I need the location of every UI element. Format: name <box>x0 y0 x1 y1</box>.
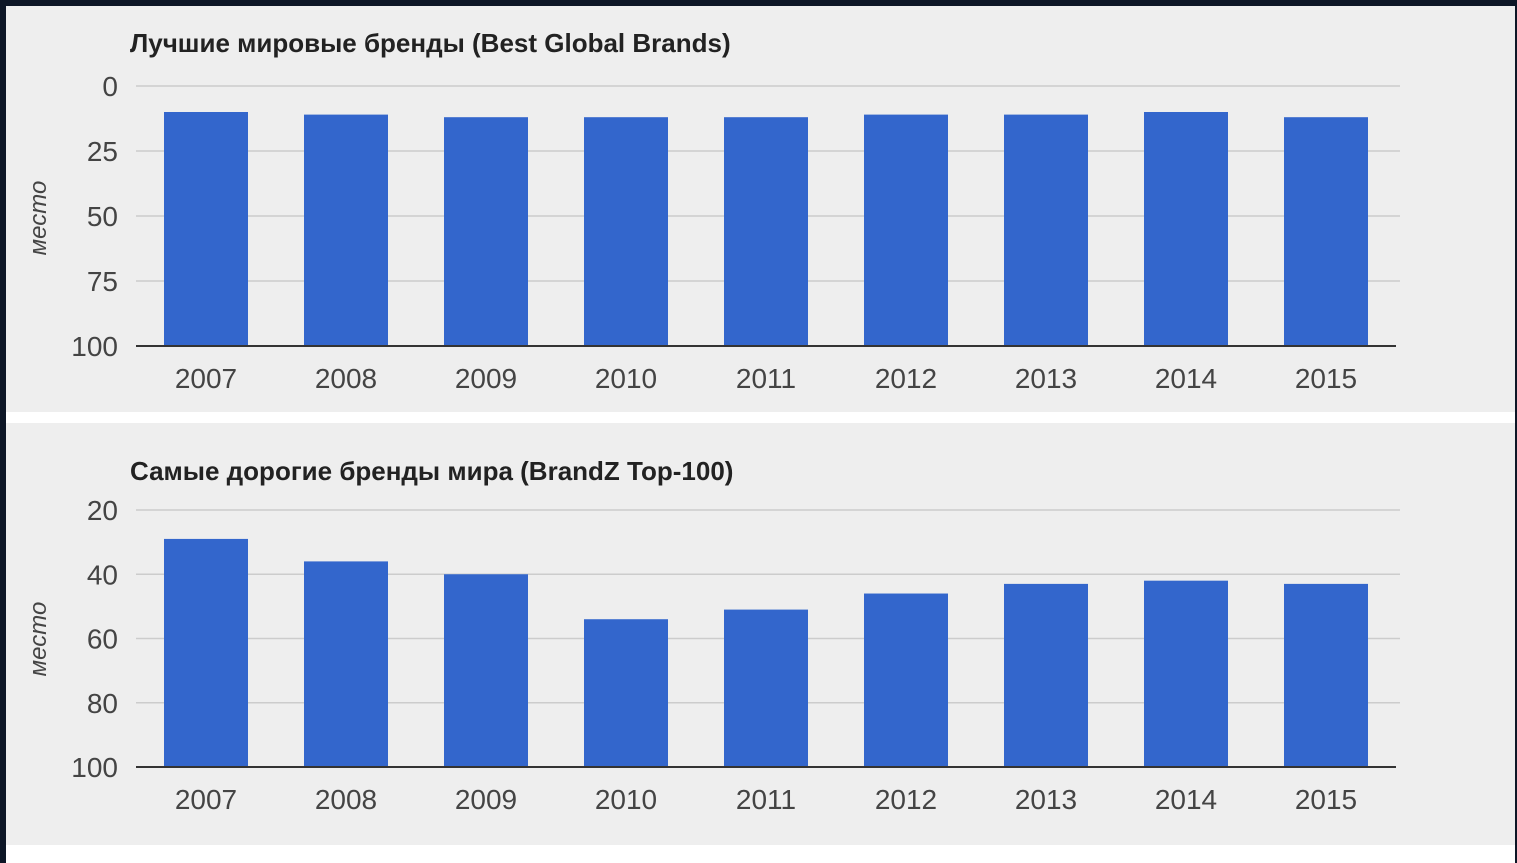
y-tick-label: 100 <box>71 331 118 362</box>
x-tick-label: 2010 <box>595 784 657 815</box>
y-tick-label: 25 <box>87 136 118 167</box>
y-axis-label: место <box>25 602 52 677</box>
bar-2014 <box>1144 580 1228 767</box>
bar-2007 <box>164 538 248 767</box>
x-tick-label: 2007 <box>175 784 237 815</box>
x-tick-label: 2015 <box>1295 363 1357 394</box>
x-tick-label: 2014 <box>1155 363 1217 394</box>
y-tick-label: 60 <box>87 624 118 655</box>
x-tick-label: 2014 <box>1155 784 1217 815</box>
x-tick-label: 2008 <box>315 784 377 815</box>
bar-2015 <box>1284 583 1368 767</box>
chart-panel-brandz-top-100: Самые дорогие бренды мира (BrandZ Top-10… <box>6 423 1515 845</box>
x-tick-label: 2009 <box>455 784 517 815</box>
bar-2015 <box>1284 117 1368 346</box>
y-axis-label: место <box>25 181 52 256</box>
x-tick-label: 2011 <box>736 363 796 394</box>
bar-2014 <box>1144 112 1228 346</box>
x-tick-label: 2007 <box>175 363 237 394</box>
y-tick-label: 0 <box>102 71 118 102</box>
bar-2013 <box>1004 583 1088 767</box>
bar-2008 <box>304 114 388 346</box>
x-tick-label: 2013 <box>1015 363 1077 394</box>
bar-2009 <box>444 574 528 767</box>
bar-2010 <box>584 117 668 346</box>
bar-2009 <box>444 117 528 346</box>
chart-title: Самые дорогие бренды мира (BrandZ Top-10… <box>130 456 734 486</box>
chart-plot-brandz-top-100: 20 40 60 80 100 место 2007 2008 2009 2010 2011 2012… <box>25 495 1400 815</box>
y-tick-label: 100 <box>71 752 118 783</box>
bar-2012 <box>864 114 948 346</box>
y-tick-label: 20 <box>87 495 118 526</box>
x-tick-label: 2010 <box>595 363 657 394</box>
x-tick-label: 2008 <box>315 363 377 394</box>
x-tick-label: 2012 <box>875 363 937 394</box>
x-tick-label: 2012 <box>875 784 937 815</box>
bar-2007 <box>164 112 248 346</box>
y-tick-label: 50 <box>87 201 118 232</box>
bar-2008 <box>304 561 388 767</box>
chart-panel-best-global-brands: Лучшие мировые бренды (Best Global Brand… <box>6 6 1515 412</box>
chart-plot-best-global-brands: 0 25 50 75 100 место 2007 2008 2009 2010 2011 2012 2… <box>25 71 1400 394</box>
x-tick-label: 2011 <box>736 784 796 815</box>
bar-2011 <box>724 117 808 346</box>
y-tick-label: 40 <box>87 559 118 590</box>
x-tick-label: 2013 <box>1015 784 1077 815</box>
bar-2011 <box>724 609 808 767</box>
charts-container: Лучшие мировые бренды (Best Global Brand… <box>6 6 1515 863</box>
bar-2012 <box>864 593 948 767</box>
y-tick-label: 80 <box>87 688 118 719</box>
x-tick-label: 2009 <box>455 363 517 394</box>
bar-2010 <box>584 619 668 767</box>
y-tick-label: 75 <box>87 266 118 297</box>
x-tick-label: 2015 <box>1295 784 1357 815</box>
bar-2013 <box>1004 114 1088 346</box>
chart-title: Лучшие мировые бренды (Best Global Brand… <box>130 28 731 58</box>
